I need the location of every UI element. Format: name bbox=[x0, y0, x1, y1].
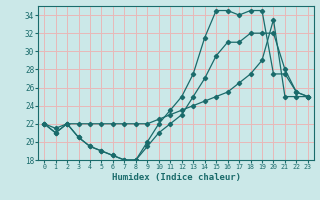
X-axis label: Humidex (Indice chaleur): Humidex (Indice chaleur) bbox=[111, 173, 241, 182]
